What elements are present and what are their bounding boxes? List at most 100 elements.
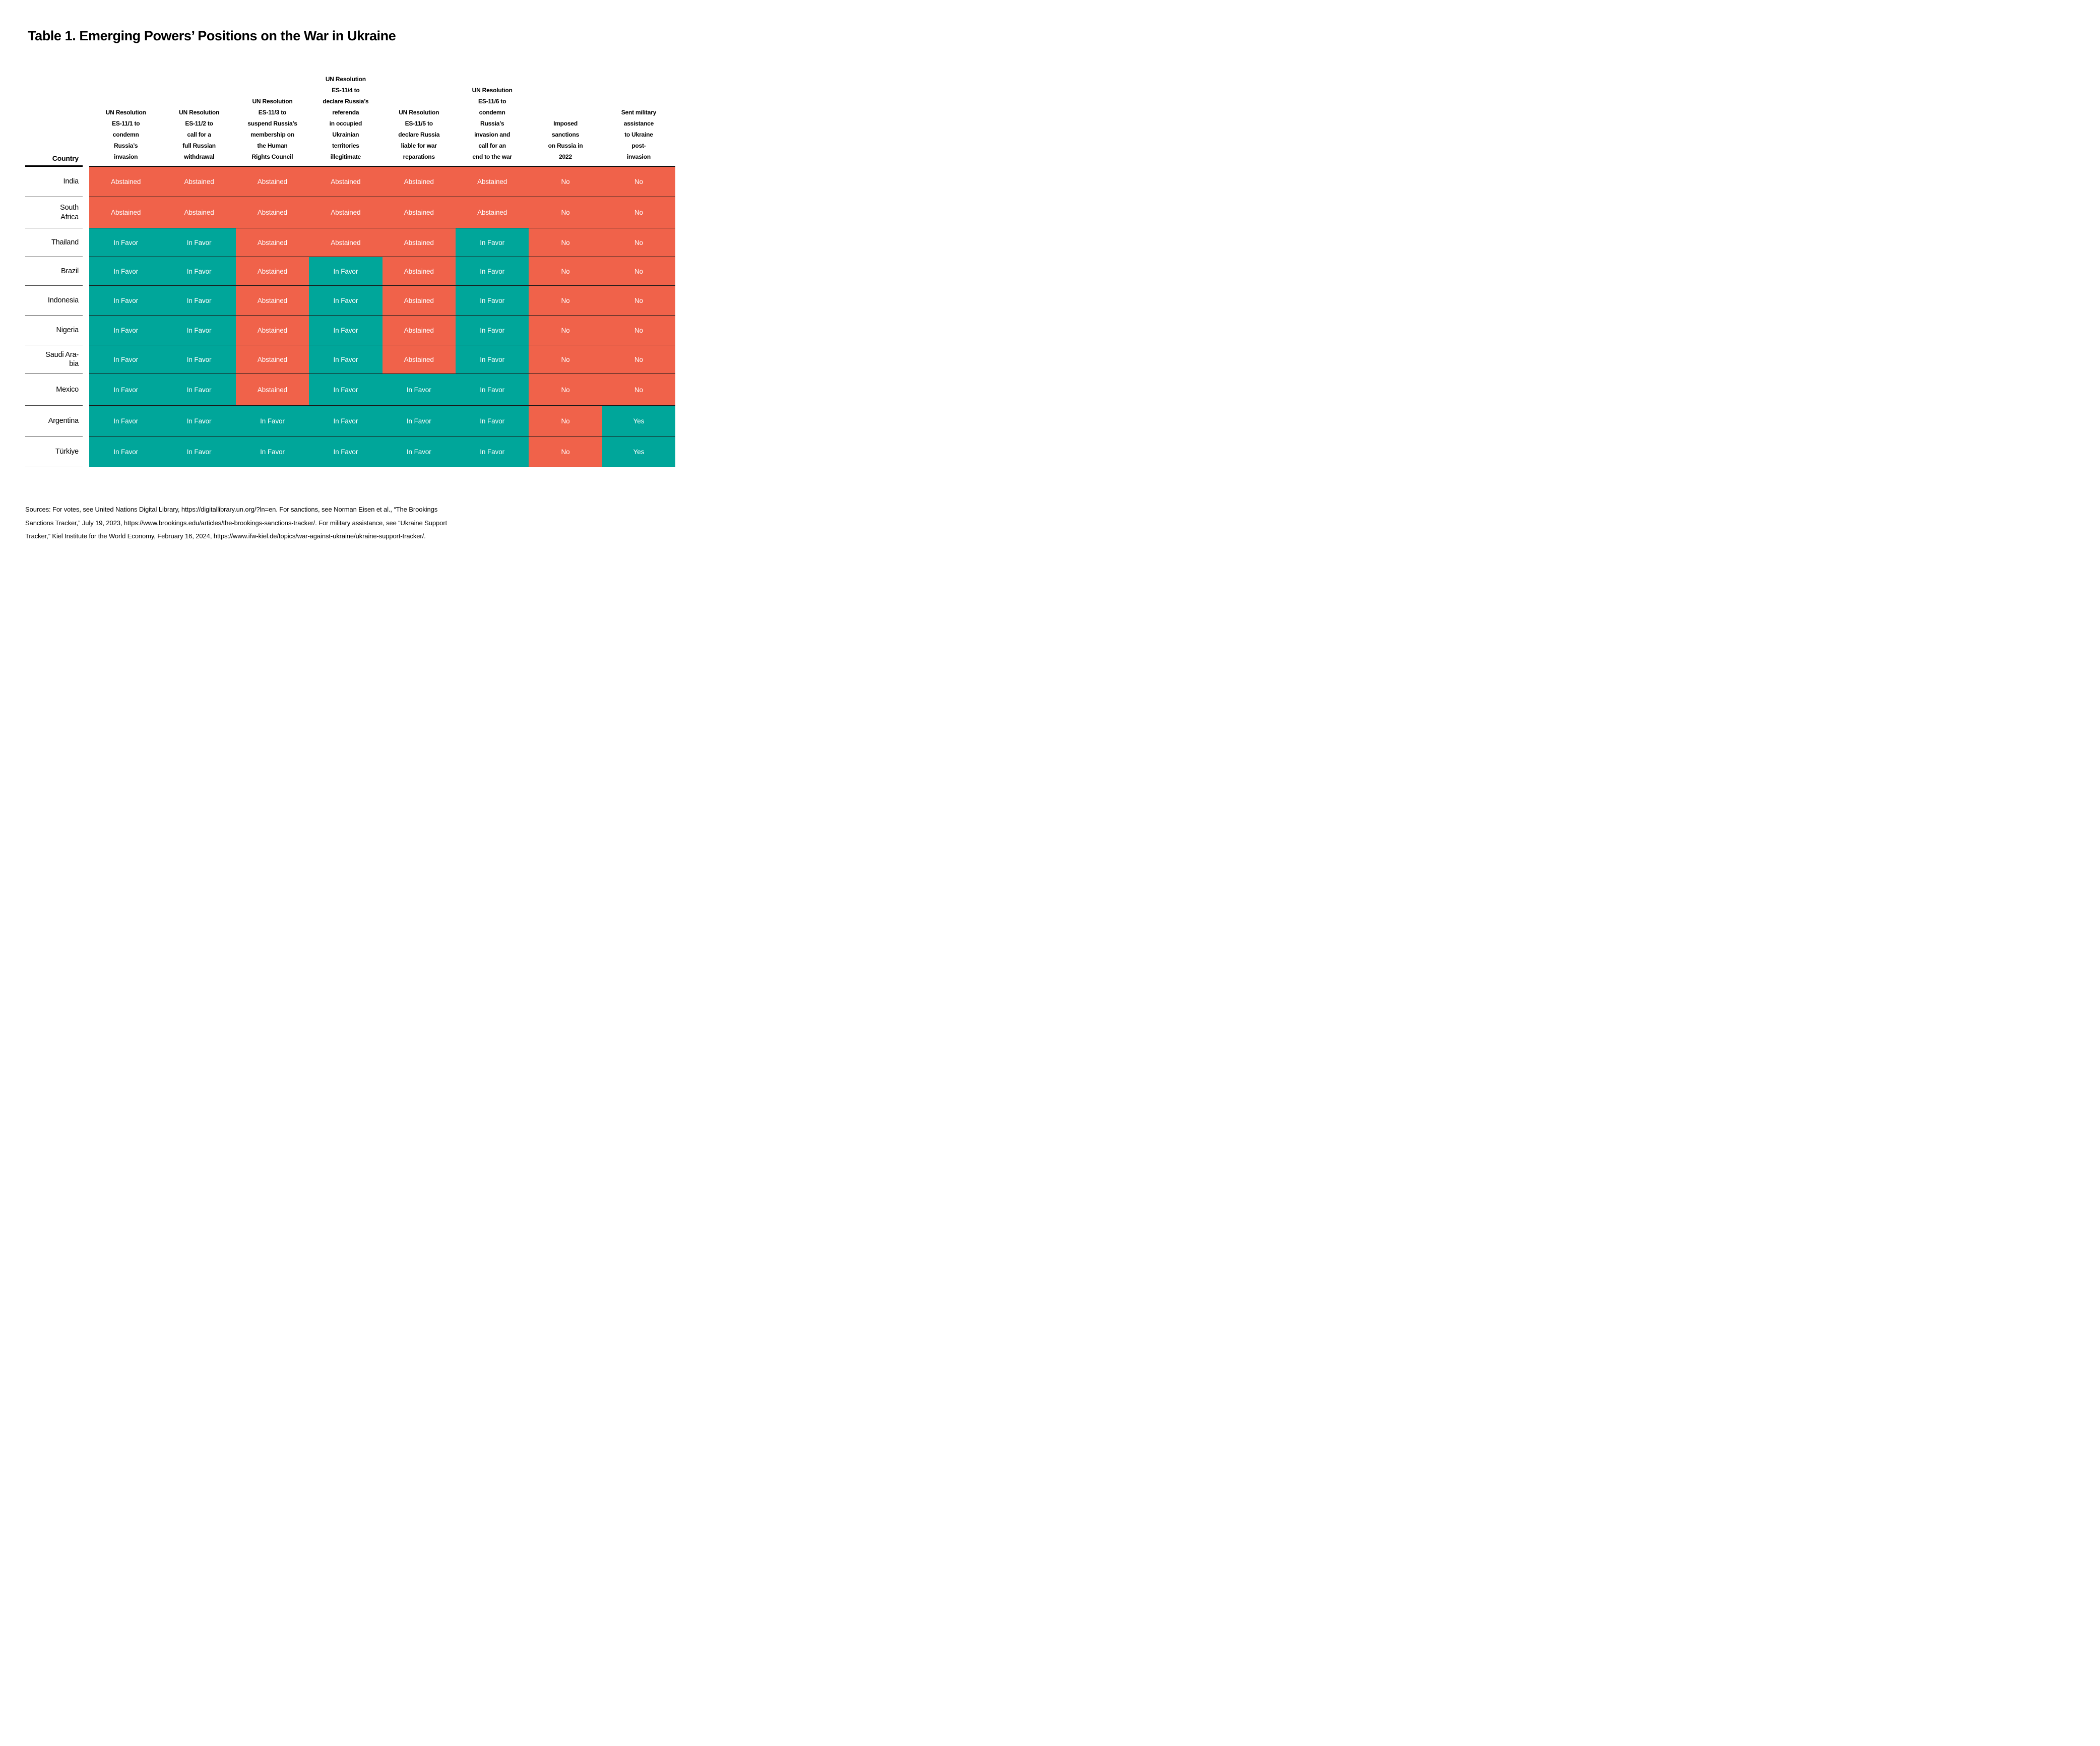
table-cell: Abstained	[235, 167, 309, 197]
table-cell: In Favor	[309, 374, 383, 406]
country-label: Argentina	[25, 406, 83, 436]
country-label: Indonesia	[25, 286, 83, 316]
country-label: South Africa	[25, 197, 83, 228]
page: Table 1. Emerging Powers’ Positions on t…	[0, 0, 700, 582]
country-label: Nigeria	[25, 316, 83, 345]
column-header-1: UN Resolution ES-11/1 to condemn Russia’…	[89, 107, 163, 167]
table-cell: In Favor	[309, 286, 383, 316]
table-cell: In Favor	[455, 436, 529, 467]
table-cell: In Favor	[455, 374, 529, 406]
table-cell: In Favor	[309, 436, 383, 467]
row-gap	[83, 257, 89, 286]
table-cell: In Favor	[89, 286, 163, 316]
table-cell: No	[602, 197, 676, 228]
table-cell: In Favor	[89, 436, 163, 467]
table-cell: No	[602, 228, 676, 257]
table-cell: In Favor	[162, 286, 236, 316]
row-gap	[83, 316, 89, 345]
table-cell: No	[529, 286, 602, 316]
table-cell: In Favor	[89, 257, 163, 286]
table-cell: Abstained	[235, 374, 309, 406]
table-cell: In Favor	[89, 228, 163, 257]
table-cell: No	[529, 374, 602, 406]
row-gap	[83, 167, 89, 197]
table-cell: In Favor	[162, 345, 236, 374]
table-cell: Abstained	[382, 316, 456, 345]
column-header-4: UN Resolution ES-11/4 to declare Russia’…	[309, 74, 383, 167]
table-cell: In Favor	[162, 316, 236, 345]
table-cell: Abstained	[382, 228, 456, 257]
table-cell: Abstained	[382, 257, 456, 286]
table-cell: No	[529, 406, 602, 436]
country-label: Saudi Ara- bia	[25, 345, 83, 374]
header-gap	[83, 74, 89, 167]
table-cell: Abstained	[309, 228, 383, 257]
country-label: Türkiye	[25, 436, 83, 467]
table-cell: No	[529, 436, 602, 467]
row-gap	[83, 286, 89, 316]
table-cell: In Favor	[162, 374, 236, 406]
table-cell: In Favor	[382, 406, 456, 436]
table-cell: In Favor	[455, 316, 529, 345]
row-gap	[83, 228, 89, 257]
row-gap	[83, 374, 89, 406]
table-cell: Abstained	[455, 197, 529, 228]
table-cell: In Favor	[162, 228, 236, 257]
column-header-3: UN Resolution ES-11/3 to suspend Russia’…	[235, 96, 309, 167]
table-cell: No	[529, 345, 602, 374]
table-cell: In Favor	[235, 436, 309, 467]
table-cell: In Favor	[89, 316, 163, 345]
table-cell: In Favor	[162, 406, 236, 436]
positions-table: Country UN Resolution ES-11/1 to condemn…	[25, 74, 676, 467]
row-gap	[83, 345, 89, 374]
table-cell: Abstained	[235, 228, 309, 257]
table-cell: No	[602, 257, 676, 286]
row-gap	[83, 406, 89, 436]
table-cell: Abstained	[309, 167, 383, 197]
table-cell: Abstained	[309, 197, 383, 228]
table-cell: Abstained	[455, 167, 529, 197]
table-cell: Abstained	[382, 286, 456, 316]
table-cell: Abstained	[382, 167, 456, 197]
table-cell: In Favor	[455, 228, 529, 257]
country-label: Mexico	[25, 374, 83, 406]
column-header-7: Imposed sanctions on Russia in 2022	[529, 118, 602, 167]
table-cell: In Favor	[382, 374, 456, 406]
column-header-8: Sent military assistance to Ukraine post…	[602, 107, 676, 167]
table-cell: No	[529, 257, 602, 286]
table-cell: In Favor	[235, 406, 309, 436]
table-cell: In Favor	[162, 257, 236, 286]
table-cell: Abstained	[162, 197, 236, 228]
country-label: Thailand	[25, 228, 83, 257]
table-cell: In Favor	[455, 345, 529, 374]
column-header-country: Country	[25, 154, 83, 167]
table-cell: Abstained	[235, 345, 309, 374]
table-cell: Abstained	[89, 167, 163, 197]
column-header-5: UN Resolution ES-11/5 to declare Russia …	[382, 107, 456, 167]
table-cell: In Favor	[89, 374, 163, 406]
table-cell: In Favor	[309, 257, 383, 286]
table-cell: Abstained	[382, 345, 456, 374]
table-cell: In Favor	[162, 436, 236, 467]
column-header-6: UN Resolution ES-11/6 to condemn Russia’…	[455, 85, 529, 167]
table-cell: No	[529, 316, 602, 345]
table-cell: No	[602, 345, 676, 374]
table-cell: Abstained	[235, 257, 309, 286]
table-cell: Abstained	[382, 197, 456, 228]
row-gap	[83, 197, 89, 228]
table-cell: Abstained	[235, 197, 309, 228]
column-header-2: UN Resolution ES-11/2 to call for a full…	[162, 107, 236, 167]
table-cell: In Favor	[89, 406, 163, 436]
table-cell: In Favor	[455, 257, 529, 286]
table-cell: No	[602, 286, 676, 316]
table-cell: In Favor	[382, 436, 456, 467]
sources-note: Sources: For votes, see United Nations D…	[25, 506, 447, 540]
table-cell: Abstained	[235, 316, 309, 345]
table-cell: Abstained	[235, 286, 309, 316]
table-cell: In Favor	[309, 406, 383, 436]
table-cell: No	[602, 167, 676, 197]
table-cell: No	[529, 167, 602, 197]
table-cell: No	[602, 316, 676, 345]
table-cell: Abstained	[162, 167, 236, 197]
row-gap	[83, 436, 89, 467]
